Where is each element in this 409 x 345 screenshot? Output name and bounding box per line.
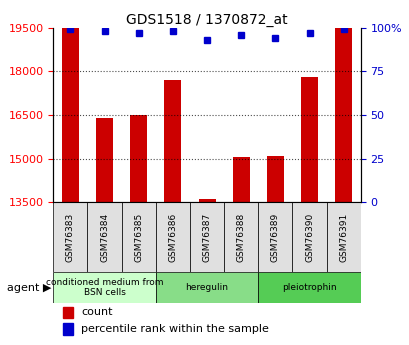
Text: GSM76384: GSM76384 [100, 213, 109, 262]
Text: GSM76390: GSM76390 [304, 213, 313, 262]
Bar [198, 199, 215, 202]
Bar [258, 202, 292, 272]
Bar [189, 202, 224, 272]
Text: GSM76389: GSM76389 [270, 213, 279, 262]
Text: GSM76391: GSM76391 [338, 213, 347, 262]
Title: GDS1518 / 1370872_at: GDS1518 / 1370872_at [126, 12, 287, 27]
Text: agent ▶: agent ▶ [7, 283, 52, 293]
Bar [334, 28, 351, 202]
Bar [121, 202, 155, 272]
Bar [164, 80, 181, 202]
Text: count: count [81, 307, 112, 317]
Bar [232, 157, 249, 202]
Text: GSM76383: GSM76383 [66, 213, 75, 262]
Text: GSM76386: GSM76386 [168, 213, 177, 262]
Bar [62, 323, 73, 335]
Bar [266, 156, 283, 202]
Bar [62, 307, 73, 318]
Bar [96, 118, 113, 202]
Bar [300, 77, 317, 202]
Text: pleiotrophin: pleiotrophin [281, 283, 336, 292]
Bar [326, 202, 360, 272]
Text: conditioned medium from
BSN cells: conditioned medium from BSN cells [46, 278, 163, 297]
Text: GSM76387: GSM76387 [202, 213, 211, 262]
Text: GSM76388: GSM76388 [236, 213, 245, 262]
Bar [155, 272, 258, 303]
Bar [224, 202, 258, 272]
Bar [130, 115, 147, 202]
Bar [87, 202, 121, 272]
Bar [53, 202, 87, 272]
Bar [155, 202, 189, 272]
Bar [258, 272, 360, 303]
Text: percentile rank within the sample: percentile rank within the sample [81, 324, 268, 334]
Bar [53, 272, 155, 303]
Text: GSM76385: GSM76385 [134, 213, 143, 262]
Text: heregulin: heregulin [185, 283, 228, 292]
Bar [62, 28, 79, 202]
Bar [292, 202, 326, 272]
